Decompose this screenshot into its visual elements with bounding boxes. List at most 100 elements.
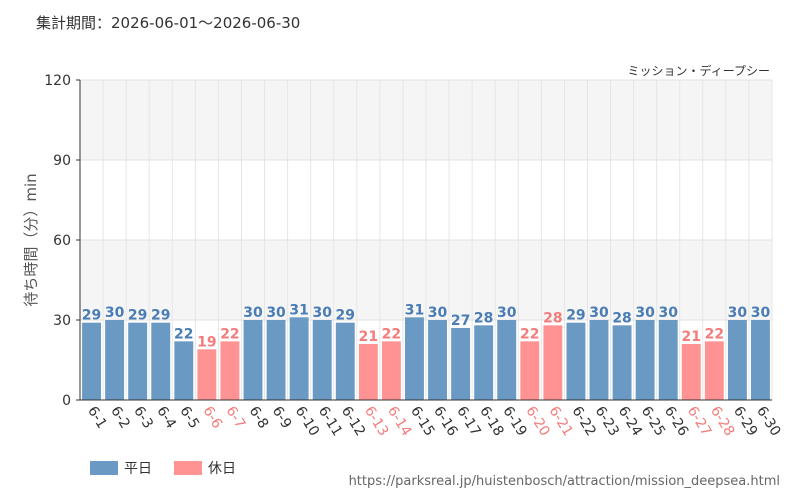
x-tick-label: 6-17 [453,404,483,439]
bar-value-label: 28 [543,310,562,326]
bar-value-label: 30 [658,305,678,321]
x-tick-label: 6-9 [269,404,295,432]
legend-weekday: 平日 [90,458,152,478]
bar-value-label: 30 [428,305,448,321]
x-tick-label: 6-28 [707,404,737,439]
bar-6-23 [589,320,609,400]
x-tick-label: 6-4 [153,404,179,432]
y-tick-label: 0 [62,393,71,409]
bar-6-29 [727,320,747,400]
bar-value-label: 30 [589,305,609,321]
bar-value-label: 29 [82,308,101,324]
bar-6-18 [474,325,494,400]
x-tick-label: 6-19 [499,404,529,439]
legend-holiday-swatch [174,461,202,475]
x-tick-label: 6-23 [592,404,622,439]
y-tick-label: 120 [44,73,71,89]
x-tick-label: 6-27 [684,404,714,439]
x-tick-label: 6-21 [545,404,575,439]
x-tick-label: 6-24 [615,404,645,440]
bar-6-16 [428,320,447,400]
bar-value-label: 29 [128,308,147,324]
bar-6-20 [520,341,540,400]
x-tick-label: 6-14 [384,404,414,440]
bar-value-label: 22 [520,326,539,342]
bar-6-17 [451,328,471,400]
bar-value-label: 22 [382,326,401,342]
period-label: 集計期間：2026-06-01～2026-06-30 [36,14,301,32]
bar-6-28 [704,341,724,400]
x-tick-label: 6-12 [338,404,368,439]
bar-value-label: 29 [566,308,585,324]
bar-6-1 [82,322,101,400]
x-tick-label: 6-6 [199,404,225,432]
bar-value-label: 30 [497,305,517,321]
bar-6-24 [612,325,632,400]
legend-weekday-swatch [90,461,118,475]
bar-value-label: 22 [220,326,239,342]
bar-value-label: 19 [197,334,216,350]
bar-6-11 [312,320,332,400]
x-tick-label: 6-20 [522,404,552,439]
bar-value-label: 30 [728,305,748,321]
bar-value-label: 31 [405,302,424,318]
x-tick-label: 6-26 [661,404,691,440]
bar-6-13 [358,344,378,400]
x-tick-label: 6-11 [315,404,345,439]
x-tick-label: 6-1 [84,404,110,432]
bar-6-7 [220,341,240,400]
legend: 平日 休日 [90,458,236,478]
bar-6-15 [405,317,424,400]
bar-6-22 [566,322,586,400]
x-tick-label: 6-15 [407,404,437,439]
bar-6-8 [243,320,263,400]
x-tick-label: 6-22 [569,404,599,439]
x-tick-label: 6-30 [753,404,783,439]
x-tick-label: 6-2 [107,404,133,432]
bar-value-label: 28 [612,310,631,326]
bar-value-label: 22 [705,326,724,342]
bar-6-3 [128,322,148,400]
y-axis-label: 待ち時間（分）min [22,173,40,306]
bar-6-21 [543,325,563,400]
y-tick-label: 30 [53,313,71,329]
legend-weekday-label: 平日 [124,461,152,477]
x-tick-label: 6-16 [430,404,460,440]
x-tick-label: 6-29 [730,404,760,439]
x-tick-label: 6-7 [223,404,249,432]
bar-6-27 [681,344,701,400]
source-url[interactable]: https://parksreal.jp/huistenbosch/attrac… [348,474,780,489]
bar-value-label: 31 [289,302,308,318]
bar-6-30 [751,320,770,400]
bar-value-label: 30 [312,305,332,321]
bar-6-6 [197,349,217,400]
legend-holiday: 休日 [174,458,236,478]
attraction-name: ミッション・ディープシー [627,64,770,78]
bar-6-19 [497,320,517,400]
bar-6-4 [151,322,171,400]
x-tick-label: 6-18 [476,404,506,439]
bar-6-26 [658,320,678,400]
bar-6-10 [289,317,309,400]
bar-value-label: 29 [336,308,355,324]
bar-value-label: 22 [174,326,193,342]
x-tick-label: 6-10 [292,404,322,439]
bar-value-label: 30 [266,305,286,321]
bar-6-5 [174,341,194,400]
bar-value-label: 30 [635,305,655,321]
bar-value-label: 21 [682,329,701,345]
bar-value-label: 28 [474,310,493,326]
y-tick-label: 60 [53,233,71,249]
x-tick-label: 6-25 [638,404,668,439]
bar-value-label: 27 [451,313,470,329]
bar-6-12 [335,322,355,400]
bar-value-label: 29 [151,308,170,324]
x-tick-label: 6-5 [176,404,202,432]
bar-value-label: 21 [359,329,378,345]
x-tick-label: 6-13 [361,404,391,439]
bar-6-14 [381,341,401,400]
x-tick-label: 6-8 [246,404,272,432]
bar-value-label: 30 [751,305,771,321]
y-tick-label: 90 [53,153,71,169]
